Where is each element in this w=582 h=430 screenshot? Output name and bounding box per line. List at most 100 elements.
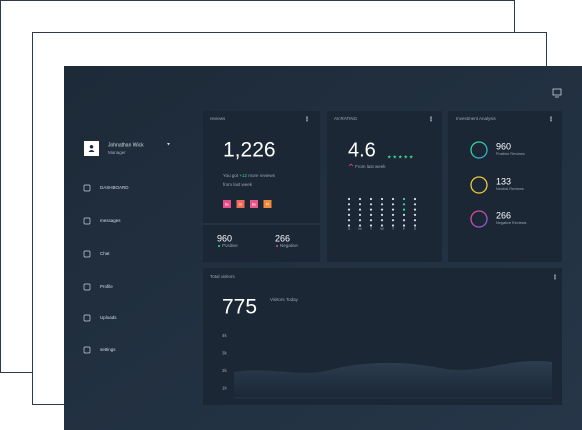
- day-label: M: [358, 227, 361, 231]
- menu-item[interactable]: settings: [83, 346, 116, 354]
- dot: [369, 219, 373, 222]
- dot: [358, 208, 362, 211]
- rating-card: [327, 111, 442, 262]
- badges: Be Dr Be Pi: [223, 200, 272, 208]
- badge-label: Be: [252, 202, 256, 206]
- dot: [402, 208, 406, 211]
- kebab-dot: [306, 120, 308, 122]
- menu-icon: [83, 217, 91, 225]
- menu-item[interactable]: messages: [83, 217, 121, 225]
- visitors-value: 775: [222, 296, 257, 319]
- user-name: Johnathan Wick: [108, 142, 144, 148]
- note-text: more reviews: [248, 173, 276, 178]
- badge: [263, 200, 272, 208]
- dot: [358, 203, 362, 206]
- kebab-dot: [554, 274, 556, 276]
- dot: [413, 197, 417, 201]
- item-label: Positive Reviews: [496, 152, 525, 156]
- dot: [391, 197, 395, 201]
- kebab-dot: [306, 118, 308, 120]
- dot: [369, 224, 373, 227]
- dot: [347, 219, 351, 222]
- card-title: Investment Analysis: [456, 116, 497, 121]
- badge: [250, 200, 258, 208]
- menu-item[interactable]: Uploads: [83, 314, 117, 322]
- dot: [402, 203, 406, 206]
- ring: [470, 141, 488, 159]
- investment-card: [448, 111, 562, 262]
- dot: [369, 213, 373, 216]
- card-menus: [306, 116, 556, 280]
- dot: [380, 197, 384, 201]
- menu-label: Chat: [100, 251, 110, 256]
- kebab-dot: [430, 120, 432, 122]
- dot: [358, 224, 362, 227]
- dot: [369, 203, 373, 206]
- item-value: 133: [496, 176, 511, 186]
- axis-label: 3k: [222, 351, 228, 356]
- negative-value: 266: [275, 233, 290, 243]
- stars: ★★★★★: [387, 154, 414, 160]
- day-label: T: [392, 227, 395, 231]
- day-label: S: [414, 227, 417, 231]
- reviews-total: 1,226: [223, 139, 276, 162]
- item-label: Negative Reviews: [496, 221, 526, 225]
- item-value: 266: [496, 210, 511, 220]
- rating-note: From last week: [355, 164, 386, 169]
- reviews-note: You got +12 more reviews: [223, 173, 276, 178]
- menu-label: Profile: [100, 284, 113, 289]
- badge-label: Be: [225, 202, 229, 206]
- dot: [276, 245, 278, 247]
- menu-item[interactable]: Profile: [83, 283, 113, 291]
- axis-label: 2k: [222, 368, 228, 373]
- dot: [358, 197, 362, 201]
- dot: [358, 213, 362, 216]
- menu-item[interactable]: Chat: [83, 250, 110, 258]
- kebab-menu[interactable]: [306, 116, 308, 122]
- visitors-label: Visitors Today: [270, 297, 299, 302]
- menu-icon: [83, 283, 91, 291]
- kebab-menu[interactable]: [550, 116, 552, 122]
- kebab-menu[interactable]: [554, 274, 556, 280]
- dot: [369, 197, 373, 201]
- dot: [369, 208, 373, 211]
- avatar-icon: [88, 145, 95, 152]
- user-dropdown[interactable]: [167, 143, 170, 146]
- badge: [223, 200, 231, 208]
- kebab-dot: [550, 118, 552, 120]
- dot: [413, 203, 417, 206]
- dot: [402, 197, 406, 201]
- kebab-dot: [306, 116, 308, 118]
- monitor-icon[interactable]: [552, 88, 562, 98]
- menu: DASHBOARD messages Chat Profile Uploads setti…: [83, 184, 129, 354]
- menu-label: settings: [100, 347, 116, 352]
- menu-icon: [83, 314, 91, 322]
- menu-item[interactable]: DASHBOARD: [83, 184, 129, 192]
- item-label: Neutral Reviews: [496, 187, 524, 191]
- dot: [358, 219, 362, 222]
- dot: [391, 219, 395, 222]
- dot: [391, 203, 395, 206]
- kebab-dot: [550, 120, 552, 122]
- note-text: You got: [223, 173, 239, 178]
- ring: [470, 176, 488, 194]
- dot: [413, 219, 417, 222]
- area-shape: [234, 360, 552, 398]
- ring: [470, 210, 488, 228]
- badge-label: Dr: [239, 202, 244, 206]
- kebab-dot: [554, 278, 556, 280]
- dot: [347, 197, 351, 201]
- kebab-menu[interactable]: [430, 116, 432, 122]
- dot: [413, 208, 417, 211]
- dot: [380, 203, 384, 206]
- kebab-dot: [430, 116, 432, 118]
- dot: [391, 208, 395, 211]
- dot: [218, 245, 220, 247]
- card-title: reviews: [210, 116, 226, 121]
- reviews-note: from last week: [223, 182, 253, 187]
- axis-label: 4k: [222, 333, 228, 338]
- dot: [347, 203, 351, 206]
- day-label: S: [348, 227, 351, 231]
